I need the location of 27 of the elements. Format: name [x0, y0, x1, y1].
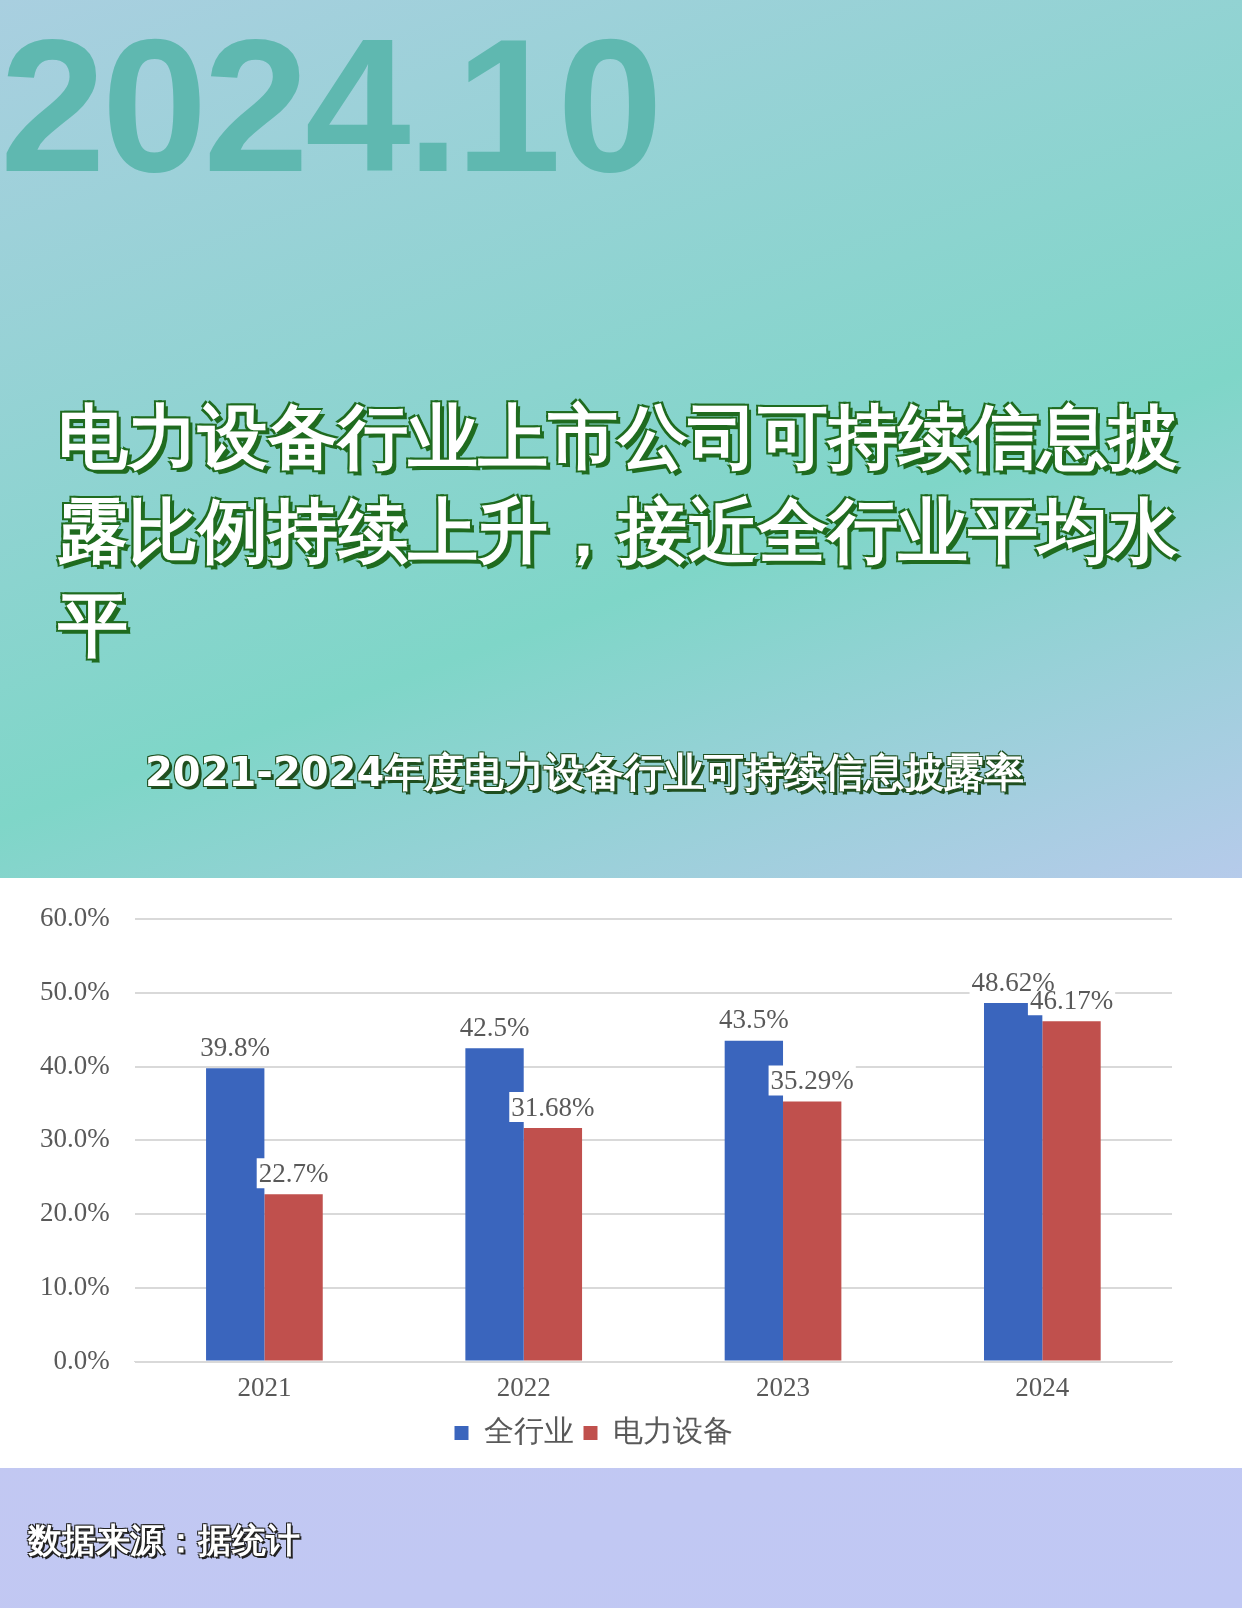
data-label: 35.29% [770, 1064, 854, 1095]
y-tick-label: 10.0% [39, 1270, 110, 1301]
bar [264, 1194, 323, 1361]
x-tick-label: 2021 [237, 1371, 292, 1402]
y-tick-label: 30.0% [39, 1123, 110, 1154]
data-label: 39.8% [200, 1031, 271, 1062]
data-label: 31.68% [511, 1091, 595, 1122]
y-tick-label: 60.0% [39, 902, 110, 933]
bar [1042, 1021, 1101, 1361]
data-label: 22.7% [258, 1157, 329, 1188]
chart-subtitle: 2021-2024年度电力设备行业可持续信息披露率 [145, 748, 1025, 797]
x-tick-label: 2023 [756, 1371, 811, 1402]
legend-label: 全行业 [483, 1414, 574, 1448]
y-tick-label: 20.0% [39, 1197, 110, 1228]
y-tick-label: 0.0% [53, 1344, 110, 1375]
data-label: 42.5% [459, 1011, 530, 1042]
source-note: 数据来源：据统计 [28, 1519, 300, 1562]
text: 2024.10 [0, 0, 659, 211]
bar [523, 1128, 583, 1361]
legend-label: 电力设备 [612, 1414, 733, 1448]
y-tick-label: 40.0% [39, 1049, 110, 1080]
chart-title: 电力设备行业上市公司可持续信息披露比例持续上升，接近全行业平均水平 [58, 395, 1178, 668]
bar [783, 1101, 842, 1361]
x-tick-label: 2024 [1015, 1371, 1070, 1402]
y-tick-label: 50.0% [39, 976, 110, 1007]
x-tick-label: 2022 [496, 1371, 551, 1402]
data-label: 43.5% [718, 1004, 789, 1035]
